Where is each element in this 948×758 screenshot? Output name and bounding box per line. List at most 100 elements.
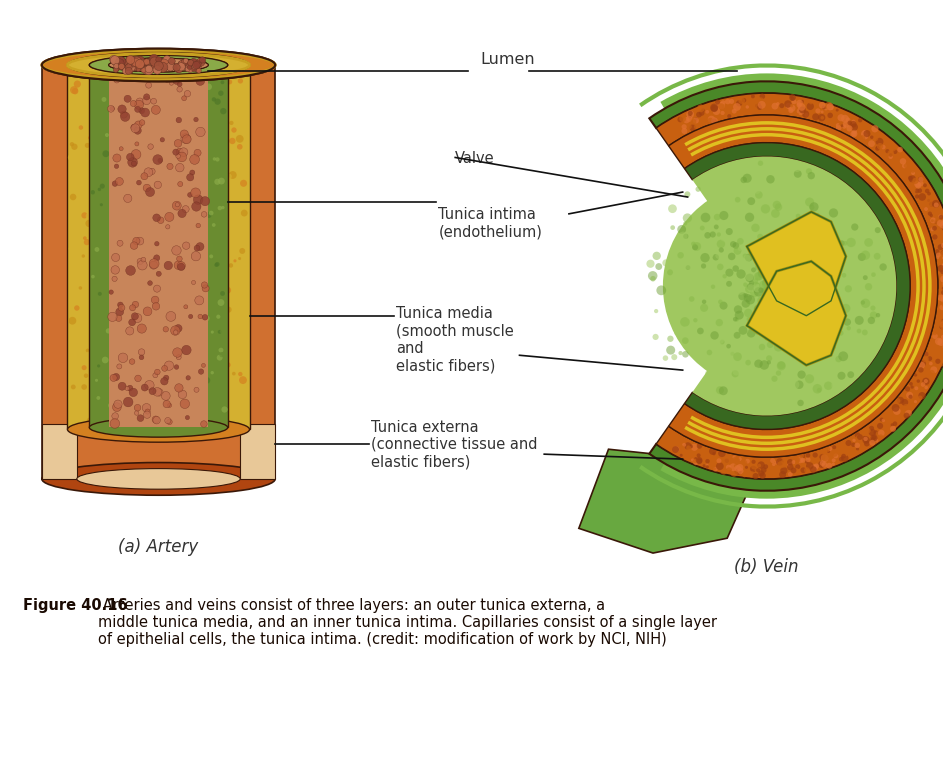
Circle shape	[122, 202, 126, 205]
Circle shape	[172, 246, 181, 255]
Circle shape	[123, 311, 128, 315]
Circle shape	[795, 381, 804, 389]
Circle shape	[171, 107, 174, 111]
Circle shape	[729, 99, 734, 104]
Circle shape	[761, 204, 770, 214]
Circle shape	[919, 359, 926, 367]
Circle shape	[692, 244, 698, 250]
Circle shape	[213, 142, 219, 147]
Circle shape	[155, 327, 158, 331]
Circle shape	[733, 103, 740, 111]
Circle shape	[940, 270, 944, 274]
Circle shape	[170, 113, 173, 117]
Circle shape	[935, 221, 938, 224]
Circle shape	[105, 218, 111, 224]
Circle shape	[775, 283, 781, 288]
Circle shape	[158, 158, 162, 163]
Circle shape	[136, 59, 144, 69]
Circle shape	[79, 125, 83, 130]
Circle shape	[125, 85, 131, 90]
Circle shape	[131, 57, 138, 64]
Circle shape	[155, 181, 161, 189]
Circle shape	[137, 415, 144, 421]
Circle shape	[696, 223, 701, 227]
Circle shape	[735, 465, 741, 471]
Circle shape	[688, 320, 692, 324]
Circle shape	[141, 173, 148, 180]
Circle shape	[194, 157, 200, 163]
Circle shape	[766, 283, 775, 292]
Circle shape	[724, 459, 729, 463]
Circle shape	[903, 163, 908, 168]
Circle shape	[191, 202, 201, 211]
Circle shape	[89, 122, 92, 125]
Circle shape	[153, 69, 158, 74]
Circle shape	[228, 73, 230, 76]
Circle shape	[155, 242, 159, 246]
Circle shape	[187, 269, 191, 274]
Circle shape	[137, 324, 146, 334]
Circle shape	[873, 136, 878, 141]
Circle shape	[672, 446, 679, 453]
Circle shape	[144, 139, 150, 145]
Circle shape	[927, 192, 931, 196]
Circle shape	[102, 334, 107, 339]
Circle shape	[765, 217, 771, 222]
Circle shape	[764, 336, 769, 340]
Circle shape	[182, 258, 188, 264]
Circle shape	[112, 181, 118, 186]
Circle shape	[176, 355, 181, 360]
Circle shape	[691, 242, 696, 246]
Circle shape	[190, 350, 196, 357]
Circle shape	[757, 233, 763, 240]
Circle shape	[219, 348, 224, 352]
Circle shape	[791, 270, 795, 275]
Circle shape	[767, 341, 774, 348]
Circle shape	[137, 258, 143, 265]
Circle shape	[942, 307, 947, 311]
Circle shape	[791, 381, 799, 389]
Circle shape	[158, 277, 163, 281]
Circle shape	[95, 213, 98, 216]
Circle shape	[663, 182, 870, 390]
Circle shape	[923, 352, 928, 356]
Circle shape	[724, 100, 732, 107]
Circle shape	[89, 223, 93, 227]
Circle shape	[751, 268, 757, 272]
Circle shape	[215, 262, 220, 267]
Circle shape	[101, 356, 109, 363]
Circle shape	[763, 282, 769, 287]
Circle shape	[138, 349, 145, 356]
Circle shape	[126, 265, 136, 275]
Circle shape	[132, 64, 138, 70]
Circle shape	[214, 371, 218, 376]
Circle shape	[888, 155, 893, 159]
Circle shape	[702, 464, 705, 467]
Circle shape	[792, 337, 800, 346]
Circle shape	[684, 442, 691, 449]
Circle shape	[126, 67, 133, 74]
Circle shape	[870, 437, 876, 443]
Circle shape	[153, 214, 160, 221]
Circle shape	[682, 337, 688, 344]
Circle shape	[878, 434, 884, 440]
Circle shape	[791, 468, 796, 474]
Circle shape	[164, 361, 173, 371]
Circle shape	[108, 136, 112, 141]
Circle shape	[194, 387, 199, 393]
Circle shape	[831, 459, 836, 462]
Circle shape	[152, 102, 155, 105]
Circle shape	[174, 365, 179, 369]
Circle shape	[804, 467, 810, 473]
Circle shape	[765, 285, 774, 293]
Circle shape	[190, 228, 194, 233]
Circle shape	[202, 260, 207, 264]
Circle shape	[720, 340, 724, 344]
Circle shape	[865, 283, 872, 290]
Circle shape	[155, 112, 161, 117]
Circle shape	[808, 172, 815, 180]
Circle shape	[159, 65, 165, 71]
Circle shape	[218, 90, 224, 96]
Circle shape	[812, 384, 822, 393]
Circle shape	[141, 67, 146, 73]
